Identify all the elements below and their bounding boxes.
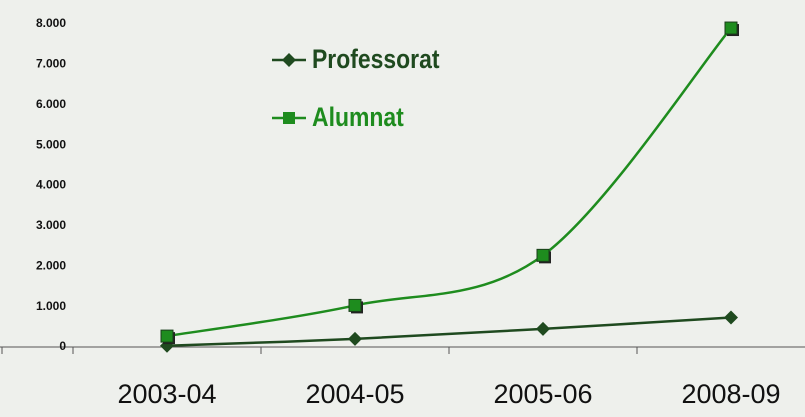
y-tick-label: 2.000 — [36, 258, 66, 272]
marker — [536, 248, 550, 262]
marker — [348, 331, 362, 346]
y-tick-label: 8.000 — [36, 16, 66, 30]
legend-label: Professorat — [312, 44, 440, 74]
marker — [160, 329, 174, 343]
x-tick-label: 2003-04 — [117, 379, 216, 409]
x-tick-label: 2005-06 — [493, 379, 592, 409]
y-tick-label: 1.000 — [36, 299, 66, 313]
line — [166, 316, 732, 348]
marker — [724, 21, 738, 35]
y-tick-label: 4.000 — [36, 178, 66, 192]
marker — [348, 298, 362, 312]
marker — [724, 310, 738, 325]
y-tick-label: 0 — [59, 339, 66, 353]
line — [166, 27, 732, 338]
legend-marker — [283, 112, 295, 124]
y-tick-label: 6.000 — [36, 97, 66, 111]
legend-marker — [282, 53, 296, 67]
y-tick-label: 7.000 — [36, 57, 66, 71]
legend-label: Alumnat — [312, 102, 404, 132]
x-tick-label: 2008-09 — [681, 379, 780, 409]
marker — [536, 321, 550, 336]
y-tick-label: 5.000 — [36, 137, 66, 151]
y-tick-label: 3.000 — [36, 218, 66, 232]
x-tick-label: 2004-05 — [305, 379, 404, 409]
